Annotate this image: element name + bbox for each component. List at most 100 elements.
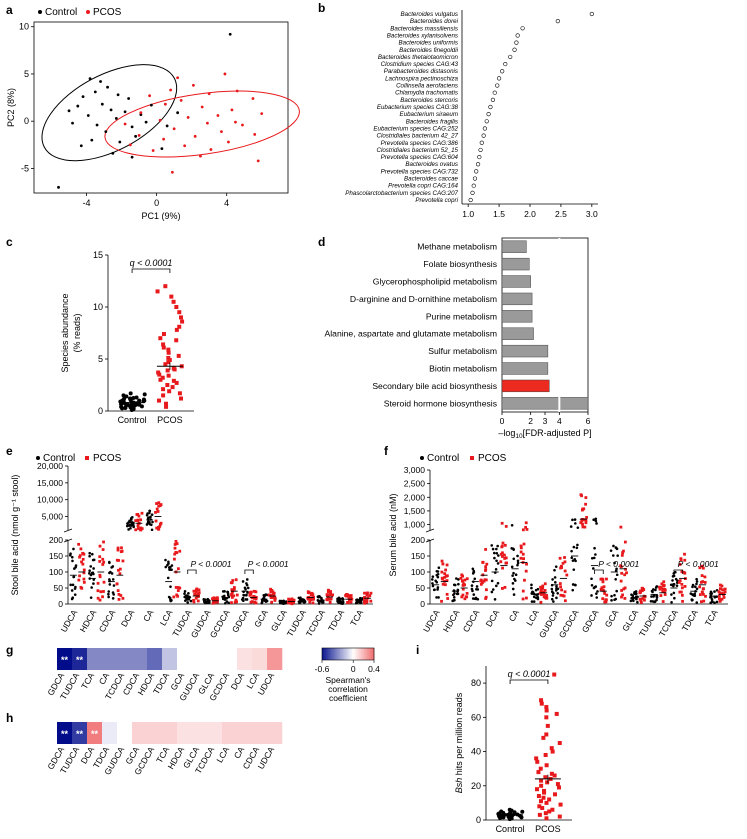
point-pcos — [157, 527, 160, 531]
colorbar-segment — [353, 648, 355, 660]
point-pcos — [98, 575, 102, 579]
point-control — [108, 561, 111, 565]
point-pcos — [155, 289, 160, 294]
point-pcos — [552, 672, 557, 677]
x-tick-label-b: 2.5 — [555, 209, 567, 219]
point-pcos — [80, 560, 83, 564]
point-pcos — [82, 568, 86, 572]
species-point — [512, 47, 517, 52]
point-pcos — [135, 513, 139, 516]
point-pcos — [326, 593, 329, 597]
point-pcos — [270, 589, 273, 593]
species-label: Bacteroides vulgatus — [401, 11, 458, 18]
point-pcos — [173, 557, 176, 561]
y-axis-label-c-2: (% reads) — [72, 313, 82, 352]
point-pcos — [679, 558, 683, 562]
point-pcos — [171, 378, 176, 383]
point-pcos — [559, 585, 562, 589]
point-control — [108, 583, 112, 586]
heatmap-column-label: TCA — [79, 671, 96, 691]
point-control — [694, 585, 697, 589]
point-pcos — [79, 547, 83, 551]
point-pcos — [519, 544, 523, 548]
point-control — [554, 589, 558, 592]
panel-label-h: h — [6, 711, 13, 725]
species-point — [468, 197, 473, 203]
point-control — [127, 396, 132, 401]
point-pcos — [605, 577, 608, 581]
species-label: Bacteroides xylanisolvens — [387, 32, 458, 39]
point-pcos — [534, 756, 539, 761]
heatmap-cell — [102, 722, 118, 744]
point-pcos — [601, 588, 605, 592]
pathway-barplot: Methane metabolism Folate biosynthesis Gly… — [325, 237, 592, 440]
point-pcos — [269, 596, 273, 599]
point-pcos — [174, 380, 179, 385]
point-pcos — [522, 557, 526, 561]
point-pcos — [440, 599, 443, 603]
point-control — [649, 599, 653, 603]
colorbar-segment — [337, 648, 340, 660]
species-label: Phascolarctobacterium species CAG:207 — [345, 190, 458, 197]
point-pcos — [81, 562, 85, 566]
point-pcos — [309, 593, 313, 597]
heatmap-cell — [252, 648, 268, 670]
point-pcos — [503, 586, 507, 589]
point-pcos — [641, 597, 645, 600]
point-control — [130, 155, 134, 159]
y-tick-label: 60 — [471, 712, 481, 722]
y-tick-label-lower: 150 — [411, 551, 425, 561]
point-pcos — [166, 350, 171, 355]
point-pcos — [179, 99, 183, 102]
point-pcos — [620, 595, 623, 599]
point-control — [652, 588, 655, 591]
point-control — [452, 596, 456, 599]
point-control — [530, 600, 534, 603]
x-category-label: PCOS — [535, 824, 561, 834]
point-control — [88, 554, 91, 558]
heatmap-cell — [72, 722, 88, 744]
significance-annotation: q < 0.0001 — [508, 669, 551, 679]
point-control — [471, 567, 475, 571]
species-label: Parabacteroides distasonis — [384, 68, 458, 75]
point-pcos — [186, 116, 190, 119]
point-control — [223, 601, 227, 605]
point-pcos — [161, 342, 166, 347]
point-pcos — [176, 586, 180, 589]
point-pcos — [445, 592, 449, 596]
point-pcos — [166, 360, 171, 365]
point-pcos — [170, 385, 175, 390]
point-pcos — [519, 550, 523, 554]
point-pcos — [156, 370, 161, 375]
point-pcos — [540, 806, 545, 811]
colorbar-segment — [345, 648, 347, 660]
point-pcos — [445, 563, 449, 567]
point-pcos — [565, 573, 569, 577]
point-control — [89, 596, 93, 599]
point-pcos — [549, 746, 554, 751]
point-pcos — [678, 563, 682, 566]
point-pcos — [600, 586, 604, 590]
colorbar-segment — [346, 648, 349, 660]
x-axis-label-d: –log10[FDR-adjusted P] — [498, 428, 591, 440]
point-pcos — [136, 527, 140, 530]
point-control — [318, 595, 321, 598]
point-control — [76, 104, 80, 108]
heatmap-column-label: LCA — [214, 745, 231, 765]
point-pcos — [173, 543, 177, 546]
point-pcos — [270, 600, 274, 604]
point-control — [86, 114, 90, 117]
point-pcos — [174, 305, 179, 309]
point-control — [67, 109, 71, 113]
point-control — [168, 568, 171, 571]
point-control — [88, 572, 91, 575]
point-control — [431, 575, 435, 578]
point-pcos — [720, 597, 724, 601]
point-control — [246, 586, 250, 590]
bar — [501, 292, 533, 306]
point-control — [300, 598, 304, 601]
x-category-label: TCDCA — [304, 608, 327, 639]
point-pcos — [232, 594, 236, 598]
point-pcos — [174, 539, 178, 543]
